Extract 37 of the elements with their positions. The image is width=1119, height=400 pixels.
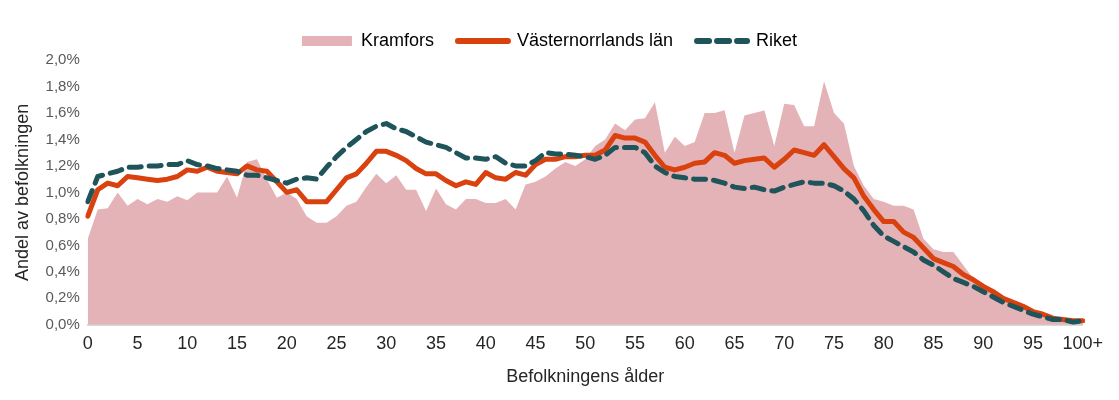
y-tick-label: 0,8% — [45, 209, 80, 227]
x-tick-label: 30 — [376, 332, 397, 353]
x-tick-label: 90 — [973, 332, 994, 353]
y-tick-label: 1,2% — [45, 156, 80, 174]
legend-label: Riket — [756, 29, 798, 50]
x-tick-label: 50 — [575, 332, 596, 353]
x-tick-label: 100+ — [1062, 332, 1103, 353]
x-tick-label: 75 — [823, 332, 845, 353]
x-tick-label: 15 — [227, 332, 248, 353]
x-tick-label: 0 — [82, 332, 93, 353]
y-tick-label: 1,4% — [45, 129, 80, 147]
x-tick-label: 25 — [326, 332, 347, 353]
legend-label: Västernorrlands län — [516, 29, 674, 50]
y-tick-label: 1,8% — [45, 76, 80, 94]
x-tick-label: 45 — [525, 332, 546, 353]
y-tick-label: 0,0% — [45, 314, 80, 332]
x-tick-label: 80 — [873, 332, 894, 353]
x-tick-label: 65 — [724, 332, 745, 353]
y-tick-label: 1,0% — [45, 182, 80, 200]
x-tick-label: 85 — [923, 332, 944, 353]
y-tick-label: 0,6% — [45, 235, 80, 253]
y-tick-label: 1,6% — [45, 103, 80, 121]
x-tick-label: 95 — [1022, 332, 1043, 353]
x-tick-label: 60 — [674, 332, 695, 353]
x-tick-label: 70 — [774, 332, 795, 353]
y-axis-title: Andel av befolkningen — [11, 103, 32, 281]
x-tick-label: 20 — [276, 332, 297, 353]
x-tick-label: 5 — [132, 332, 143, 353]
y-tick-label: 0,4% — [45, 261, 80, 279]
y-tick-label: 0,2% — [45, 288, 80, 306]
x-tick-label: 10 — [177, 332, 198, 353]
x-tick-label: 55 — [624, 332, 646, 353]
legend-label: Kramfors — [360, 29, 434, 50]
y-tick-label: 2,0% — [45, 50, 80, 68]
x-tick-label: 40 — [475, 332, 496, 353]
x-tick-label: 35 — [426, 332, 447, 353]
x-axis-title: Befolkningens ålder — [506, 366, 665, 387]
